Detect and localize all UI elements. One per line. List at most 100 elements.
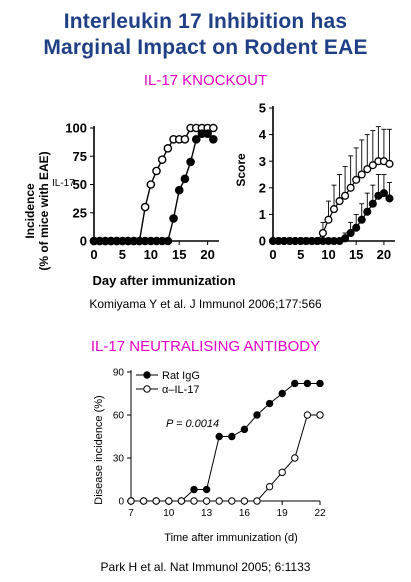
y-tick-label: 3 (259, 154, 266, 169)
data-point-open (368, 161, 377, 170)
data-point-open (363, 165, 372, 174)
citation-komiyama: Komiyama Y et al. J Immunol 2006;177:566 (89, 297, 322, 311)
x-axis-label: Day after immunization (92, 273, 235, 288)
x-tick-label: 20 (377, 247, 391, 262)
antibody-plot-area (127, 379, 324, 505)
data-point-open (329, 205, 339, 214)
score-chart: Score 0 5 10 15 20 0 1 2 3 4 5 (234, 101, 395, 262)
antibody-axes: 7 10 13 16 19 22 0 30 60 90 (113, 368, 326, 520)
y-tick-label: 4 (259, 127, 267, 142)
incidence-axes: 0 5 10 15 20 0 25 50 75 100 (65, 121, 219, 262)
score-plot-area (268, 126, 394, 246)
incidence-ylabel: Incidence (% of mice with EAE) (23, 151, 51, 270)
data-point-filled (191, 135, 201, 144)
data-point-filled (180, 174, 190, 184)
legend-label-rat-igg: Rat IgG (162, 370, 200, 382)
y-tick-label: 0 (80, 234, 87, 249)
antibody-chart: Disease incidence (%) 7 10 13 16 19 22 0 30 60 90… (93, 368, 326, 545)
data-point-open (346, 183, 355, 192)
data-point-open (146, 180, 156, 189)
y-tick-label: 1 (259, 207, 266, 222)
data-point-filled (368, 199, 377, 208)
series-line-open (131, 414, 320, 502)
x-tick-label: 10 (144, 247, 158, 262)
y-tick-label: 0 (118, 497, 124, 508)
data-point-open (177, 497, 186, 505)
data-point-open (228, 497, 236, 505)
data-point-filled (169, 214, 178, 223)
data-point-open (357, 170, 366, 179)
data-point-filled (240, 425, 249, 434)
data-point-open (202, 497, 211, 505)
data-point-open (240, 497, 249, 505)
series-line-filled (131, 382, 320, 502)
antibody-ylabel: Disease incidence (%) (93, 395, 105, 504)
y-tick-label: 75 (73, 149, 87, 164)
data-point-filled (363, 207, 372, 216)
data-point-open (127, 497, 135, 505)
data-point-filled (203, 129, 212, 138)
x-tick-label: 15 (172, 247, 186, 262)
stray-label: IL-17 (52, 178, 75, 189)
data-point-filled (265, 399, 274, 408)
y-tick-label: 0 (259, 234, 266, 249)
data-point-open (163, 144, 173, 153)
data-point-open (341, 191, 350, 200)
data-point-open (385, 159, 394, 168)
data-point-open (140, 202, 150, 212)
data-point-open (190, 497, 198, 505)
x-tick-label: 16 (239, 508, 251, 519)
data-point-filled (346, 228, 355, 238)
incidence-plot-area (89, 123, 218, 246)
x-tick-label: 5 (297, 247, 304, 262)
y-tick-label: 30 (113, 454, 125, 465)
data-point-open (316, 411, 324, 419)
x-tick-label: 20 (200, 247, 214, 262)
data-point-filled (174, 185, 184, 195)
data-point-open (291, 454, 299, 462)
x-tick-label: 5 (119, 247, 126, 262)
p-value-annotation: P = 0.0014 (166, 418, 219, 430)
x-tick-label: 0 (90, 247, 97, 262)
data-point-filled (163, 236, 173, 246)
data-point-filled (215, 432, 223, 441)
data-point-open (324, 215, 333, 224)
antibody-legend: Rat IgG α–IL-17 (136, 370, 200, 396)
data-point-filled (209, 135, 218, 144)
x-tick-label: 22 (314, 508, 326, 519)
data-point-open (157, 155, 167, 164)
legend-label-anti-il17: α–IL-17 (162, 384, 200, 396)
x-tick-label: 13 (201, 508, 213, 519)
slide-title-line-1: Interleukin 17 Inhibition has (63, 10, 348, 33)
antibody-section-label: IL-17 NEUTRALISING ANTIBODY (90, 338, 321, 355)
score-ylabel: Score (234, 153, 248, 187)
data-point-filled (379, 189, 388, 198)
data-point-open (165, 497, 173, 505)
y-tick-label: 2 (259, 180, 266, 195)
data-point-filled (385, 194, 394, 203)
incidence-ylabel-line-1: Incidence (23, 183, 37, 239)
citation-park: Park H et al. Nat Immunol 2005; 6:1133 (100, 560, 311, 574)
data-point-filled (357, 215, 366, 224)
y-tick-label: 5 (259, 101, 266, 116)
data-point-open (318, 228, 327, 238)
y-tick-label: 90 (113, 368, 125, 379)
data-point-open (278, 468, 286, 477)
data-point-open (152, 166, 161, 176)
data-point-open (209, 123, 218, 133)
incidence-ylabel-line-2: (% of mice with EAE) (37, 151, 51, 270)
x-tick-label: 0 (269, 247, 276, 262)
data-point-filled (291, 379, 299, 388)
y-tick-label: 50 (73, 177, 87, 192)
y-tick-label: 60 (113, 411, 125, 422)
data-point-open (180, 135, 190, 144)
data-point-filled (303, 379, 312, 388)
data-point-filled (190, 485, 198, 494)
data-point-open (303, 411, 312, 419)
antibody-xlabel: Time after immunization (d) (164, 532, 297, 544)
legend-marker-rat-igg (143, 371, 151, 379)
y-tick-label: 100 (65, 121, 87, 136)
data-point-filled (202, 485, 211, 494)
data-point-filled (278, 389, 286, 398)
data-point-filled (316, 379, 324, 388)
